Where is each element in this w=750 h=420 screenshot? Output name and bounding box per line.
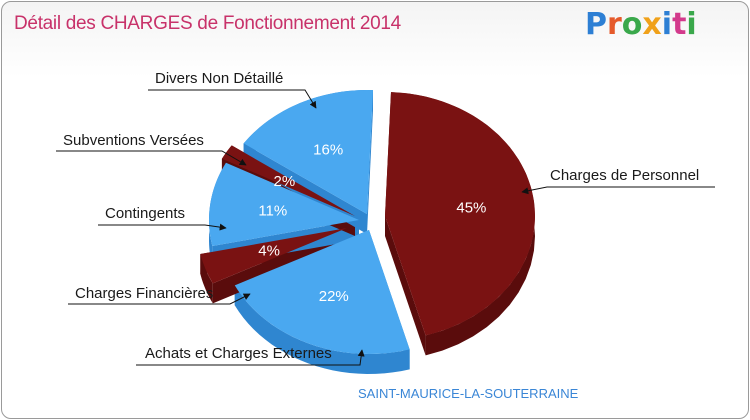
slice-category-label: Subventions Versées xyxy=(63,132,204,149)
logo-letter: i xyxy=(686,7,697,42)
chart-title: Détail des CHARGES de Fonctionnement 201… xyxy=(14,13,401,34)
callout-leader-line xyxy=(521,186,715,195)
slice-category-label: Charges Financières xyxy=(75,285,213,302)
commune-name: SAINT-MAURICE-LA-SOUTERRAINE xyxy=(358,386,579,401)
slice-category-label: Charges de Personnel xyxy=(550,167,699,184)
callout-leader-line xyxy=(68,293,251,305)
pie-slice-divers-non-d-taill- xyxy=(243,90,373,214)
slice-percent-label: 22% xyxy=(319,288,349,305)
slice-category-label: Achats et Charges Externes xyxy=(145,345,332,362)
logo-letter: P xyxy=(585,7,607,42)
logo-letter: x xyxy=(642,7,662,42)
logo-letter: r xyxy=(607,7,622,42)
logo-letter: o xyxy=(621,7,643,42)
slice-category-label: Contingents xyxy=(105,205,185,222)
callout-leader-line xyxy=(98,223,227,231)
slice-percent-label: 45% xyxy=(456,200,486,217)
callout-leader-line xyxy=(136,349,365,366)
pie-slice-charges-financi-res xyxy=(200,228,347,284)
logo-letter: i xyxy=(661,7,673,42)
slice-percent-label: 4% xyxy=(258,243,280,260)
logo-letter: t xyxy=(672,7,687,42)
slice-percent-label: 11% xyxy=(258,202,287,219)
pie-slice-charges-de-personnel xyxy=(385,92,535,336)
proxiti-logo: Proxiti xyxy=(585,7,697,42)
callout-leader-line xyxy=(148,89,317,109)
pie-slice-achats-et-charges-externes xyxy=(234,230,410,354)
pie-slice-wall xyxy=(367,90,373,235)
slice-percent-label: 2% xyxy=(274,173,296,190)
pie-slice-contingents xyxy=(209,162,359,247)
slice-category-label: Divers Non Détaillé xyxy=(155,70,283,87)
slice-percent-label: 16% xyxy=(313,142,343,159)
callout-leader-line xyxy=(56,150,247,166)
pie-slice-wall xyxy=(385,216,426,356)
pie-slice-subventions-vers-es xyxy=(221,145,355,216)
pie-slice-side xyxy=(234,285,410,374)
